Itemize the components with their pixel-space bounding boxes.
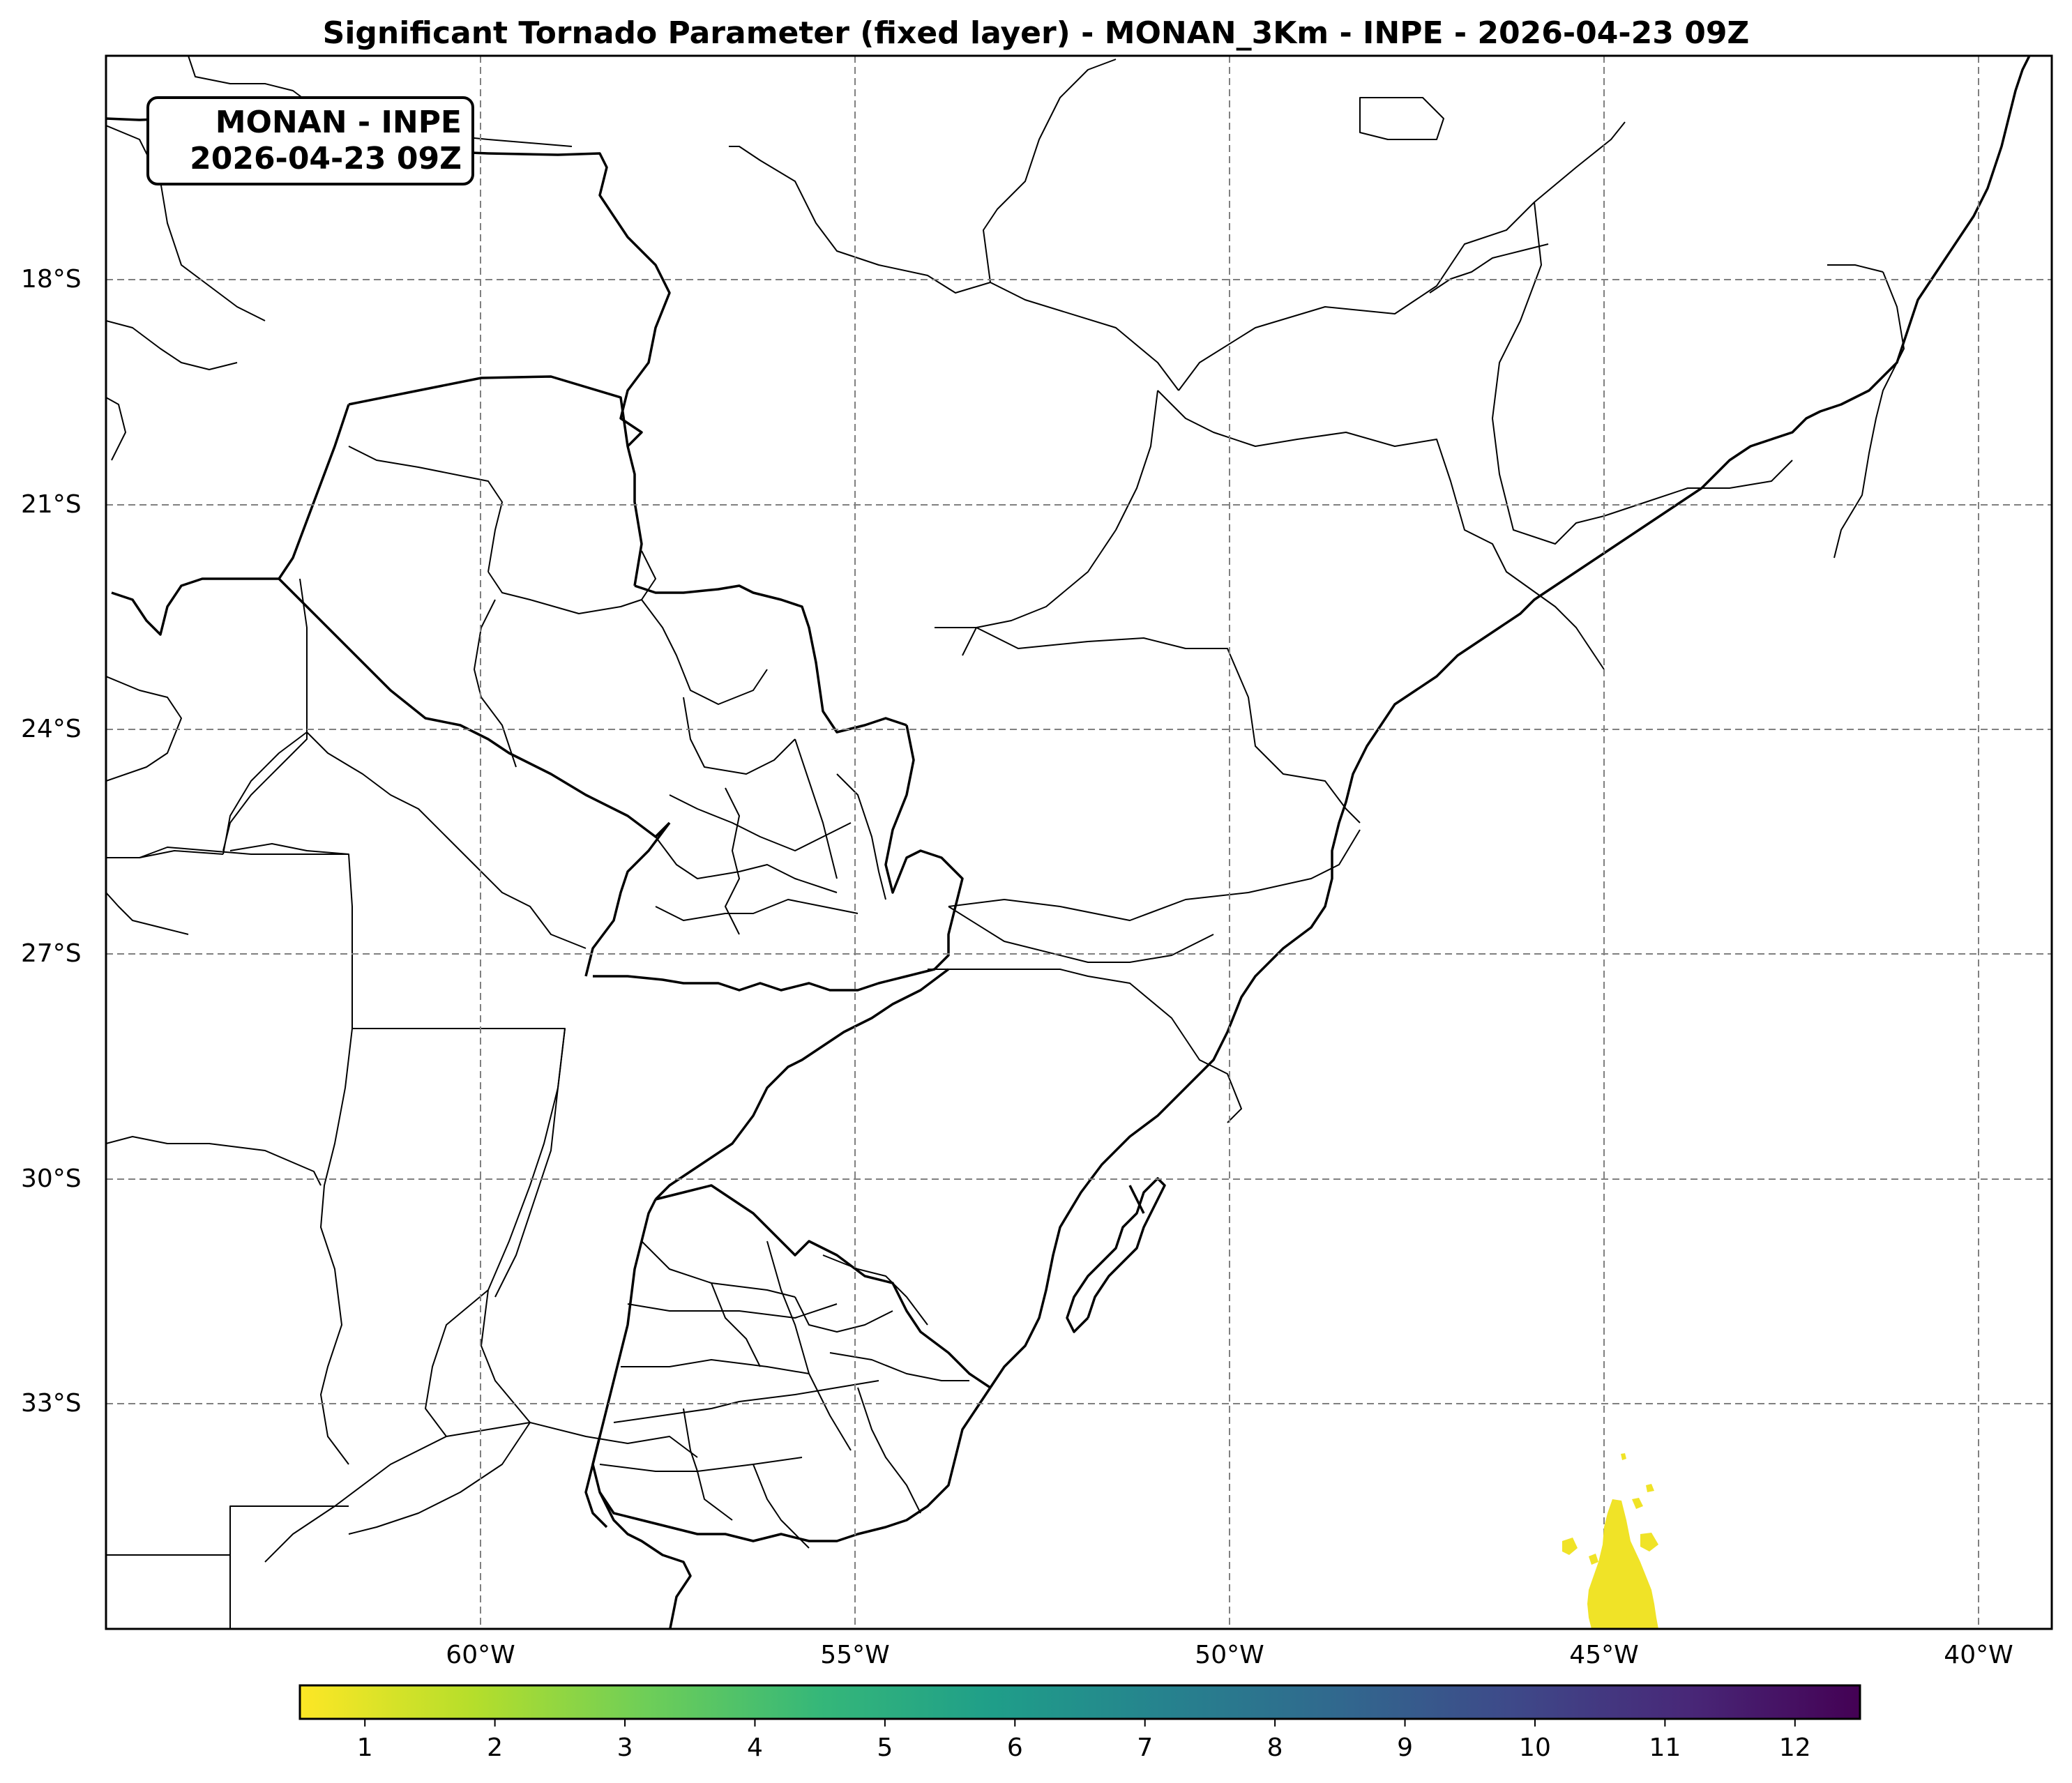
map-panel — [106, 56, 2052, 1629]
colorbar-tick-label: 5 — [877, 1733, 893, 1762]
colorbar-tick-label: 9 — [1397, 1733, 1413, 1762]
map-frame — [105, 54, 2053, 1630]
info-stamp: MONAN - INPE 2026-04-23 09Z — [146, 96, 474, 185]
lon-tick-label: 50°W — [1195, 1641, 1264, 1669]
gridlines — [106, 56, 2052, 1629]
colorbar-tick-label: 4 — [747, 1733, 763, 1762]
stamp-line1: MONAN - INPE — [215, 105, 462, 140]
lat-tick-label: 21°S — [21, 490, 82, 519]
lon-tick-label: 60°W — [446, 1641, 515, 1669]
colorbar-gradient — [298, 1684, 1861, 1720]
colorbar-tick-label: 10 — [1519, 1733, 1551, 1762]
colorbar-tick-label: 2 — [487, 1733, 504, 1762]
chart-title: Significant Tornado Parameter (fixed lay… — [322, 15, 1750, 51]
lat-tick-label: 33°S — [21, 1389, 82, 1418]
lon-tick-label: 45°W — [1569, 1641, 1639, 1669]
map-content — [106, 56, 2052, 1629]
lat-tick-label: 27°S — [21, 939, 82, 968]
colorbar — [298, 1684, 1861, 1727]
colorbar-tick-label: 8 — [1266, 1733, 1283, 1762]
state-borders — [106, 56, 1905, 1629]
stamp-line2: 2026-04-23 09Z — [190, 141, 462, 176]
lon-tick-label: 55°W — [820, 1641, 890, 1669]
colorbar-ticks — [364, 1719, 1796, 1727]
colorbar-tick-label: 7 — [1137, 1733, 1154, 1762]
colorbar-tick-label: 12 — [1778, 1733, 1811, 1762]
lat-tick-label: 24°S — [21, 715, 82, 743]
colorbar-tick-label: 11 — [1649, 1733, 1681, 1762]
lon-tick-label: 40°W — [1944, 1641, 2013, 1669]
colorbar-tick-label: 6 — [1006, 1733, 1023, 1762]
colorbar-tick-label: 1 — [356, 1733, 373, 1762]
stp-field — [1562, 1453, 1658, 1629]
lat-tick-label: 18°S — [21, 265, 82, 294]
colorbar-tick-label: 3 — [617, 1733, 633, 1762]
lat-tick-label: 30°S — [21, 1164, 82, 1193]
